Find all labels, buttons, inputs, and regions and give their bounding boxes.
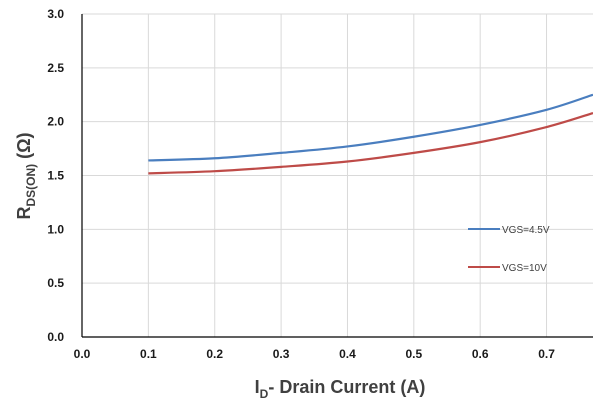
legend-label-vgs-4.5v: VGS=4.5V xyxy=(502,225,550,236)
y-tick-label: 2.0 xyxy=(47,115,64,129)
series-line-vgs-4.5v xyxy=(148,93,593,162)
x-axis-title-sub: D xyxy=(260,387,269,401)
legend-label-vgs-10v: VGS=10V xyxy=(502,263,547,274)
x-tick-label: 0.2 xyxy=(206,347,223,361)
y-axis-title-sub: DS(ON) xyxy=(24,164,38,207)
y-axis-title-main: R xyxy=(14,207,34,220)
x-tick-label: 0.0 xyxy=(74,347,91,361)
y-axis-title: RDS(ON) (Ω) xyxy=(14,132,38,219)
x-tick-label: 0.3 xyxy=(273,347,290,361)
x-tick-label: 0.1 xyxy=(140,347,157,361)
y-tick-label: 2.5 xyxy=(47,61,64,75)
x-axis-title-rest: - Drain Current (A) xyxy=(268,377,425,397)
x-tick-label: 0.4 xyxy=(339,347,356,361)
x-tick-label: 0.6 xyxy=(472,347,489,361)
series-line-vgs-10v xyxy=(148,111,593,175)
x-axis-title: ID- Drain Current (A) xyxy=(255,377,426,401)
y-tick-label: 0.5 xyxy=(47,276,64,290)
axes xyxy=(81,14,593,338)
x-tick-label: 0.7 xyxy=(538,347,555,361)
y-axis-title-rest: (Ω) xyxy=(14,132,34,163)
legend: VGS=4.5V VGS=10V xyxy=(468,225,550,274)
x-tick-label: 0.5 xyxy=(405,347,422,361)
y-tick-label: 1.0 xyxy=(47,222,64,236)
y-tick-label: 0.0 xyxy=(47,330,64,344)
tick-labels: 0.0 0.1 0.2 0.3 0.4 0.5 0.6 0.7 0.0 0.5 1.0 1.5 2.0 2… xyxy=(47,7,555,361)
x-axis-title-main: I xyxy=(255,377,260,397)
y-tick-label: 3.0 xyxy=(47,7,64,21)
series-layer xyxy=(148,93,593,175)
y-tick-label: 1.5 xyxy=(47,169,64,183)
grid xyxy=(82,13,593,337)
